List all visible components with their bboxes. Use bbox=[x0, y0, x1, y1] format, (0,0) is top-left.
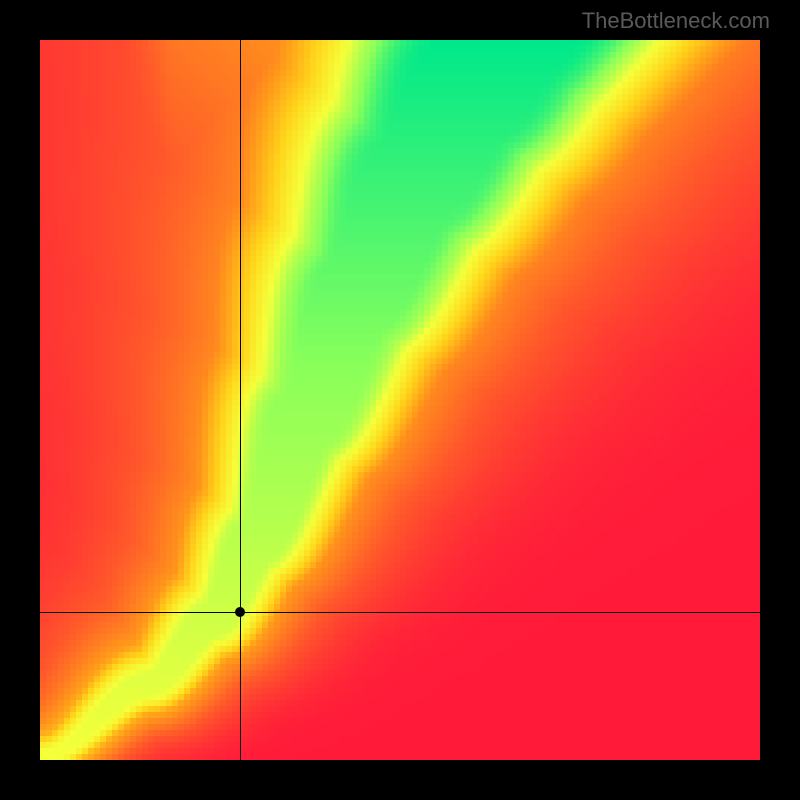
heatmap-canvas bbox=[40, 40, 760, 760]
heatmap-plot bbox=[40, 40, 760, 760]
crosshair-horizontal bbox=[40, 612, 760, 613]
crosshair-vertical bbox=[240, 40, 241, 760]
watermark-text: TheBottleneck.com bbox=[582, 8, 770, 34]
bottleneck-marker bbox=[235, 607, 245, 617]
